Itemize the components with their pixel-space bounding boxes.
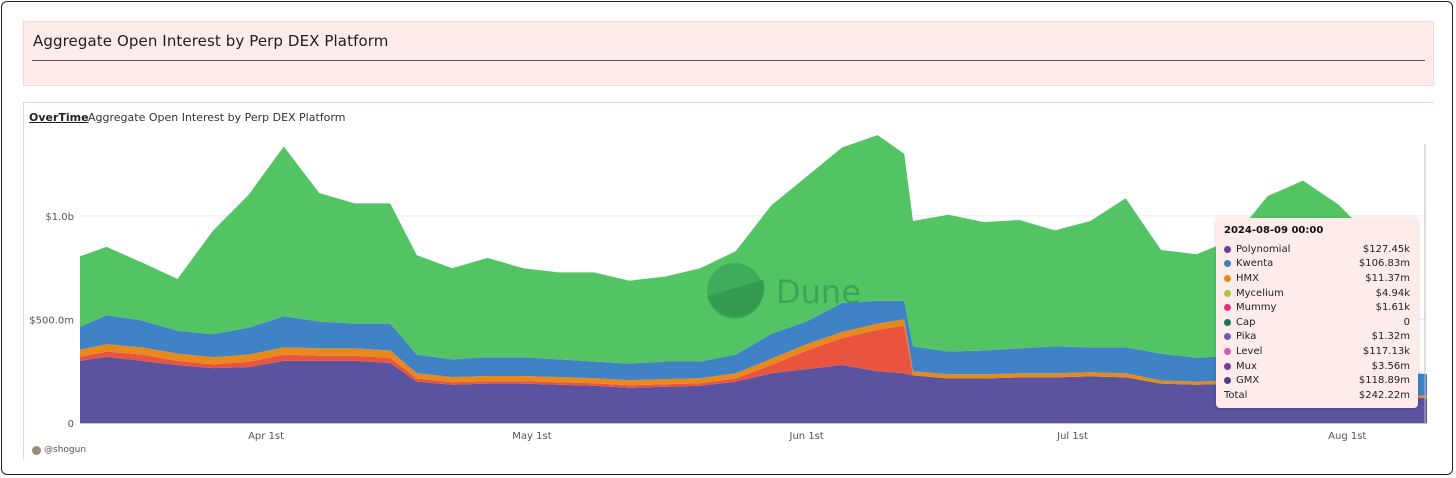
x-tick-label: May 1st: [512, 431, 551, 442]
x-tick-label: Apr 1st: [248, 431, 284, 442]
legend-dot-icon: [1224, 304, 1231, 312]
chart-title: Aggregate Open Interest by Perp DEX Plat…: [88, 111, 346, 124]
tooltip-series-value: $1.32m: [1371, 331, 1410, 343]
tooltip-row-cap: Cap 0: [1224, 315, 1410, 330]
tooltip-row-polynomial: Polynomial $127.45k: [1224, 242, 1410, 257]
avatar: [32, 445, 41, 455]
legend-dot-icon: [1224, 245, 1231, 253]
tooltip-row-mummy: Mummy $1.61k: [1224, 300, 1410, 315]
legend-dot-icon: [1224, 260, 1231, 268]
dune-watermark: Dune: [707, 263, 861, 319]
tooltip-series-value: $118.89m: [1358, 375, 1410, 387]
chart-tooltip: 2024-08-09 00:00 Polynomial $127.45k Kwent…: [1216, 218, 1418, 408]
tooltip-series-value: $3.56m: [1371, 360, 1410, 372]
y-tick-label: $500.0m: [29, 315, 74, 326]
tooltip-row-level: Level $117.13k: [1224, 344, 1410, 359]
tooltip-row-mux: Mux $3.56m: [1224, 359, 1410, 374]
tooltip-total-label: Total: [1224, 389, 1248, 401]
dune-watermark-text: Dune: [776, 273, 861, 311]
tooltip-series-name: Polynomial: [1236, 243, 1291, 255]
dashboard-header: Aggregate Open Interest by Perp DEX Plat…: [23, 21, 1434, 86]
author-credit[interactable]: @shogun: [32, 445, 86, 455]
header-divider: [32, 60, 1425, 61]
tooltip-series-value: $106.83m: [1358, 258, 1410, 270]
area-series-level: [80, 325, 1427, 399]
y-tick-label: 0: [68, 419, 74, 430]
tooltip-series-value: 0: [1403, 316, 1410, 328]
x-tick-label: Jul 1st: [1056, 431, 1088, 442]
tooltip-series-value: $11.37m: [1365, 272, 1410, 284]
page-title: Aggregate Open Interest by Perp DEX Plat…: [33, 32, 389, 50]
dune-logo-shade: [707, 280, 765, 318]
legend-dot-icon: [1224, 289, 1231, 297]
tooltip-row-pika: Pika $1.32m: [1224, 330, 1410, 345]
tooltip-series-name: Mux: [1236, 360, 1257, 372]
tooltip-series-name: Mycelium: [1236, 287, 1284, 299]
legend-dot-icon: [1224, 318, 1231, 326]
tooltip-series-name: HMX: [1236, 272, 1259, 284]
tooltip-series-name: Mummy: [1236, 302, 1277, 314]
tooltip-row-gmx: GMX $118.89m: [1224, 373, 1410, 388]
x-tick-label: Aug 1st: [1328, 431, 1366, 442]
tooltip-series-value: $1.61k: [1375, 302, 1410, 314]
tooltip-row-hmx: HMX $11.37m: [1224, 271, 1410, 286]
axis-layer: 0 $500.0m $1.0b Apr 1st May 1st Jun 1st Jul 1s…: [29, 212, 1366, 442]
legend-dot-icon: [1224, 347, 1231, 355]
tooltip-series-value: $127.45k: [1362, 243, 1410, 255]
tooltip-series-value: $4.94k: [1375, 287, 1410, 299]
tooltip-series-value: $117.13k: [1362, 345, 1410, 357]
area-series-hmx: [80, 319, 1427, 399]
tooltip-total-value: $242.22m: [1358, 389, 1410, 401]
author-name: @shogun: [44, 445, 87, 455]
area-layer: [80, 135, 1427, 423]
y-tick-label: $1.0b: [45, 212, 74, 223]
tooltip-row-mycelium: Mycelium $4.94k: [1224, 286, 1410, 301]
tooltip-date: 2024-08-09 00:00: [1224, 225, 1324, 236]
x-tick-label: Jun 1st: [789, 431, 824, 442]
tooltip-series-name: GMX: [1236, 375, 1260, 387]
tooltip-series-name: Cap: [1236, 316, 1256, 328]
tooltip-series-name: Level: [1236, 345, 1263, 357]
tooltip-series-name: Kwenta: [1236, 258, 1274, 270]
area-series-gmx: [80, 356, 1427, 423]
area-series-kwenta: [80, 300, 1427, 396]
legend-dot-icon: [1224, 333, 1231, 341]
tab-overtime[interactable]: OverTime: [29, 111, 89, 124]
legend-dot-icon: [1224, 362, 1231, 370]
tooltip-series-name: Pika: [1236, 331, 1257, 343]
legend-dot-icon: [1224, 274, 1231, 282]
legend-dot-icon: [1224, 377, 1231, 385]
tooltip-row-kwenta: Kwenta $106.83m: [1224, 257, 1410, 272]
tooltip-total-row: Total $242.22m: [1224, 388, 1410, 403]
area-series-mux: [80, 135, 1427, 375]
